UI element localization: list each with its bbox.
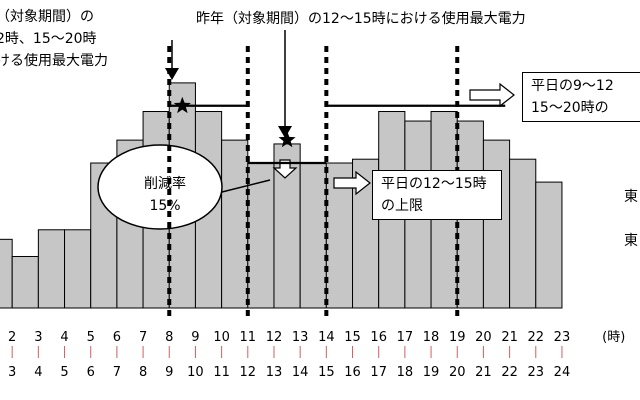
bar-hour-11	[221, 139, 249, 309]
reduction-bubble	[97, 144, 223, 230]
arrow-head-left	[165, 68, 179, 80]
hour-tick-bottom-15: 15	[318, 365, 335, 380]
hour-tick-bottom-20: 20	[449, 365, 466, 380]
annotation-lower-limit-box: 平日の12～15時 の上限	[372, 170, 502, 220]
hour-tick-top-11: 11	[240, 330, 257, 345]
hour-tick-top-14: 14	[318, 330, 335, 345]
reduction-rate-label: 削減率 15%	[144, 176, 186, 214]
hour-tick-top-4: 4	[60, 330, 68, 345]
hour-tick-top-7: 7	[139, 330, 147, 345]
hour-tick-bottom-17: 17	[370, 365, 387, 380]
bar-hour-4	[37, 229, 66, 309]
annotation-last-year-label: 昨年（対象期間）の12～15時における使用最大電力	[196, 11, 526, 27]
hour-tick-top-17: 17	[397, 330, 414, 345]
hour-tick-bottom-24: 24	[554, 365, 571, 380]
hour-tick-bottom-21: 21	[475, 365, 492, 380]
hour-tick-top-20: 20	[475, 330, 492, 345]
hour-tick-bottom-5: 5	[60, 365, 68, 380]
hour-tick-bottom-6: 6	[87, 365, 95, 380]
hour-tick-bottom-10: 10	[187, 365, 204, 380]
hour-tick-bottom-9: 9	[165, 365, 173, 380]
hour-tick-top-9: 9	[191, 330, 199, 345]
bar-hour-14	[299, 162, 327, 309]
bar-hour-22	[509, 158, 537, 309]
annotation-weekday-cap-box: 平日の9～12 15～20時の	[522, 72, 640, 122]
peak-star-midday	[278, 130, 296, 148]
hour-tick-top-2: 2	[8, 330, 16, 345]
hour-tick-bottom-8: 8	[139, 365, 147, 380]
annotation-side-label: 東 東	[624, 189, 638, 249]
arrow-right-upper	[469, 82, 515, 108]
hour-tick-bottom-4: 4	[34, 365, 42, 380]
bar-hour-21	[482, 139, 511, 309]
hour-tick-bottom-18: 18	[397, 365, 414, 380]
reduction-down-arrow	[272, 159, 298, 179]
bar-hour-3	[11, 255, 39, 309]
hour-tick-top-22: 22	[528, 330, 545, 345]
hour-tick-bottom-22: 22	[501, 365, 518, 380]
hour-tick-top-10: 10	[213, 330, 230, 345]
hour-tick-top-8: 8	[165, 330, 173, 345]
hour-tick-bottom-3: 3	[8, 365, 16, 380]
hour-tick-top-18: 18	[423, 330, 440, 345]
hour-tick-top-15: 15	[344, 330, 361, 345]
arrow-head-center	[278, 126, 292, 138]
bar-hour-23	[535, 181, 563, 309]
hour-tick-top-3: 3	[34, 330, 42, 345]
hour-tick-bottom-7: 7	[113, 365, 121, 380]
hour-tick-top-16: 16	[370, 330, 387, 345]
annotation-peak-label: （対象期間）の 2時、15～20時 ける使用最大電力	[0, 9, 108, 69]
hour-tick-top-5: 5	[87, 330, 95, 345]
bar-hour-2	[0, 238, 13, 309]
hour-tick-bottom-13: 13	[266, 365, 283, 380]
bar-hour-5	[64, 229, 92, 309]
hour-tick-bottom-19: 19	[423, 365, 440, 380]
hour-tick-bottom-14: 14	[292, 365, 309, 380]
hour-tick-top-19: 19	[449, 330, 466, 345]
hour-tick-top-13: 13	[292, 330, 309, 345]
hour-tick-top-23: 23	[554, 330, 571, 345]
peak-star-last-year	[173, 96, 191, 114]
hour-tick-bottom-11: 11	[213, 365, 230, 380]
arrow-right-lower	[333, 170, 371, 196]
hour-tick-bottom-16: 16	[344, 365, 361, 380]
hour-tick-top-21: 21	[501, 330, 518, 345]
hour-tick-bottom-23: 23	[528, 365, 545, 380]
hour-tick-bottom-12: 12	[240, 365, 257, 380]
hour-tick-top-6: 6	[113, 330, 121, 345]
hour-tick-top-12: 12	[266, 330, 283, 345]
hour-unit-label: (時)	[602, 330, 625, 345]
